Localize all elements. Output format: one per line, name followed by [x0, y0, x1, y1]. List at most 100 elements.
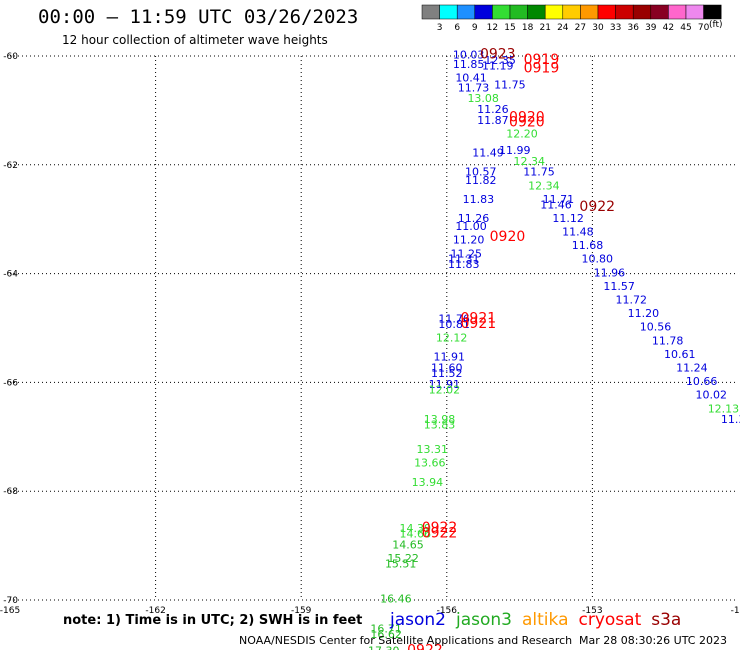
wave-height-point: 10.03	[453, 49, 485, 62]
wave-height-point: 11.12	[552, 212, 584, 225]
wave-height-point: 11.85	[453, 58, 485, 71]
wave-height-point: 12.02	[429, 383, 461, 396]
color-scale-swatch	[439, 4, 458, 20]
color-scale-swatch	[668, 4, 687, 20]
wave-height-point: 12.12	[436, 332, 468, 345]
wave-height-point: 10.61	[664, 348, 696, 361]
color-scale-label: 42	[663, 23, 674, 33]
wave-height-point: 11.99	[499, 144, 531, 157]
time-label: 0922	[579, 199, 615, 215]
wave-height-point: 11.91	[433, 351, 465, 364]
wave-height-point: 14.66	[400, 527, 432, 540]
y-tick-label: -68	[3, 487, 18, 497]
wave-height-point: 15.22	[387, 552, 419, 565]
wave-height-point: 10.41	[455, 72, 487, 85]
wave-height-point: 10.02	[696, 389, 728, 402]
satellite-s3a: s3a	[651, 610, 682, 630]
wave-height-point: 11.26	[458, 212, 490, 225]
wave-height-point: 16.71	[370, 623, 402, 636]
wave-height-point: 11.96	[594, 266, 626, 279]
wave-height-point: 11.72	[615, 294, 647, 307]
time-label: 0920	[509, 109, 545, 125]
color-scale-label: 70	[698, 23, 710, 33]
color-scale-label: 12	[487, 23, 498, 33]
chart-subtitle: 12 hour collection of altimeter wave hei…	[62, 33, 328, 47]
footer-credit: NOAA/NESDIS Center for Satellite Applica…	[239, 634, 573, 647]
wave-height-point: 11.91	[429, 378, 461, 391]
wave-height-point: 13.66	[414, 457, 446, 470]
color-scale-label: 45	[680, 23, 691, 33]
x-tick-label: -165	[0, 606, 20, 616]
satellite-altika: altika	[522, 610, 569, 630]
wave-height-point: 12.34	[528, 179, 560, 192]
color-scale-label: 27	[575, 23, 586, 33]
wave-height-point: 11.82	[465, 174, 497, 187]
wave-height-point: 11.3	[721, 413, 740, 426]
wave-height-point: 11.83	[463, 193, 495, 206]
wave-height-point: 11.73	[458, 81, 490, 94]
wave-height-point: 11.68	[572, 239, 604, 252]
wave-height-point: 11.31	[448, 253, 480, 266]
time-label: 0919	[524, 60, 560, 76]
color-scale-label: 3	[437, 23, 443, 33]
time-label: 0923	[480, 47, 516, 63]
color-scale-swatch	[685, 4, 704, 20]
wave-height-point: 11.60	[431, 362, 463, 375]
wave-height-point: 16.62	[370, 628, 402, 641]
y-tick-label: -70	[3, 596, 18, 606]
wave-height-point: 13.08	[467, 92, 499, 105]
color-scale-swatch	[703, 4, 722, 20]
wave-height-point: 13.31	[416, 443, 448, 456]
time-label: 0921	[461, 316, 497, 332]
x-tick-label: -156	[437, 606, 458, 616]
wave-height-point: 12.35	[484, 54, 516, 67]
wave-height-point: 11.52	[431, 367, 463, 380]
wave-height-point: 13.98	[424, 413, 456, 426]
wave-height-point: 11.48	[562, 226, 594, 239]
wave-height-point: 11.20	[453, 234, 485, 247]
color-scale-label: 33	[610, 23, 621, 33]
time-label: 0922	[407, 642, 443, 650]
wave-height-point: 11.19	[482, 60, 514, 73]
satellite-jason3: jason3	[456, 610, 512, 630]
satellite-legend: jason2 jason3 altika cryosat s3a	[390, 610, 691, 630]
wave-height-point: 11.83	[448, 258, 480, 271]
wave-height-point: 10.80	[582, 253, 614, 266]
wave-height-point: 10.57	[465, 166, 497, 179]
color-scale-swatch	[492, 4, 511, 20]
wave-height-point: 11.71	[543, 193, 575, 206]
color-scale-label: 18	[522, 23, 534, 33]
color-scale-label: 39	[645, 23, 657, 33]
x-tick-label: -162	[145, 606, 165, 616]
wave-height-point: 10.66	[686, 375, 718, 388]
note-text: note: 1) Time is in UTC; 2) SWH is in fe…	[63, 613, 363, 628]
y-tick-label: -60	[3, 52, 18, 62]
wave-height-point: 10.56	[640, 321, 672, 334]
wave-height-point: 12.34	[514, 155, 546, 168]
wave-height-point: 11.87	[477, 114, 509, 127]
color-scale-swatch	[544, 4, 564, 20]
color-scale-swatch	[615, 4, 634, 20]
x-tick-label: -15	[731, 606, 740, 616]
wave-height-point: 14.65	[392, 538, 424, 551]
color-scale-label: 9	[472, 23, 478, 33]
wave-height-point: 11.20	[628, 307, 660, 320]
color-scale-swatch	[632, 4, 652, 20]
color-scale-swatch	[650, 4, 669, 20]
color-scale-label: 24	[557, 23, 569, 33]
y-tick-label: -64	[3, 270, 18, 280]
color-scale-unit: (ft)	[709, 20, 723, 30]
satellite-jason2: jason2	[390, 610, 446, 630]
color-scale-swatch	[509, 4, 528, 20]
color-scale-label: 30	[592, 23, 604, 33]
wave-height-point: 15.51	[385, 557, 417, 570]
color-scale-label: 6	[454, 23, 460, 33]
time-label: 0919	[524, 52, 560, 68]
y-tick-label: -62	[3, 161, 18, 171]
wave-height-point: 11.75	[523, 166, 555, 179]
wave-height-point: 11.57	[603, 280, 635, 293]
color-scale-swatch	[456, 4, 476, 20]
time-label: 0920	[490, 229, 526, 245]
wave-height-point: 13.83	[424, 419, 456, 432]
